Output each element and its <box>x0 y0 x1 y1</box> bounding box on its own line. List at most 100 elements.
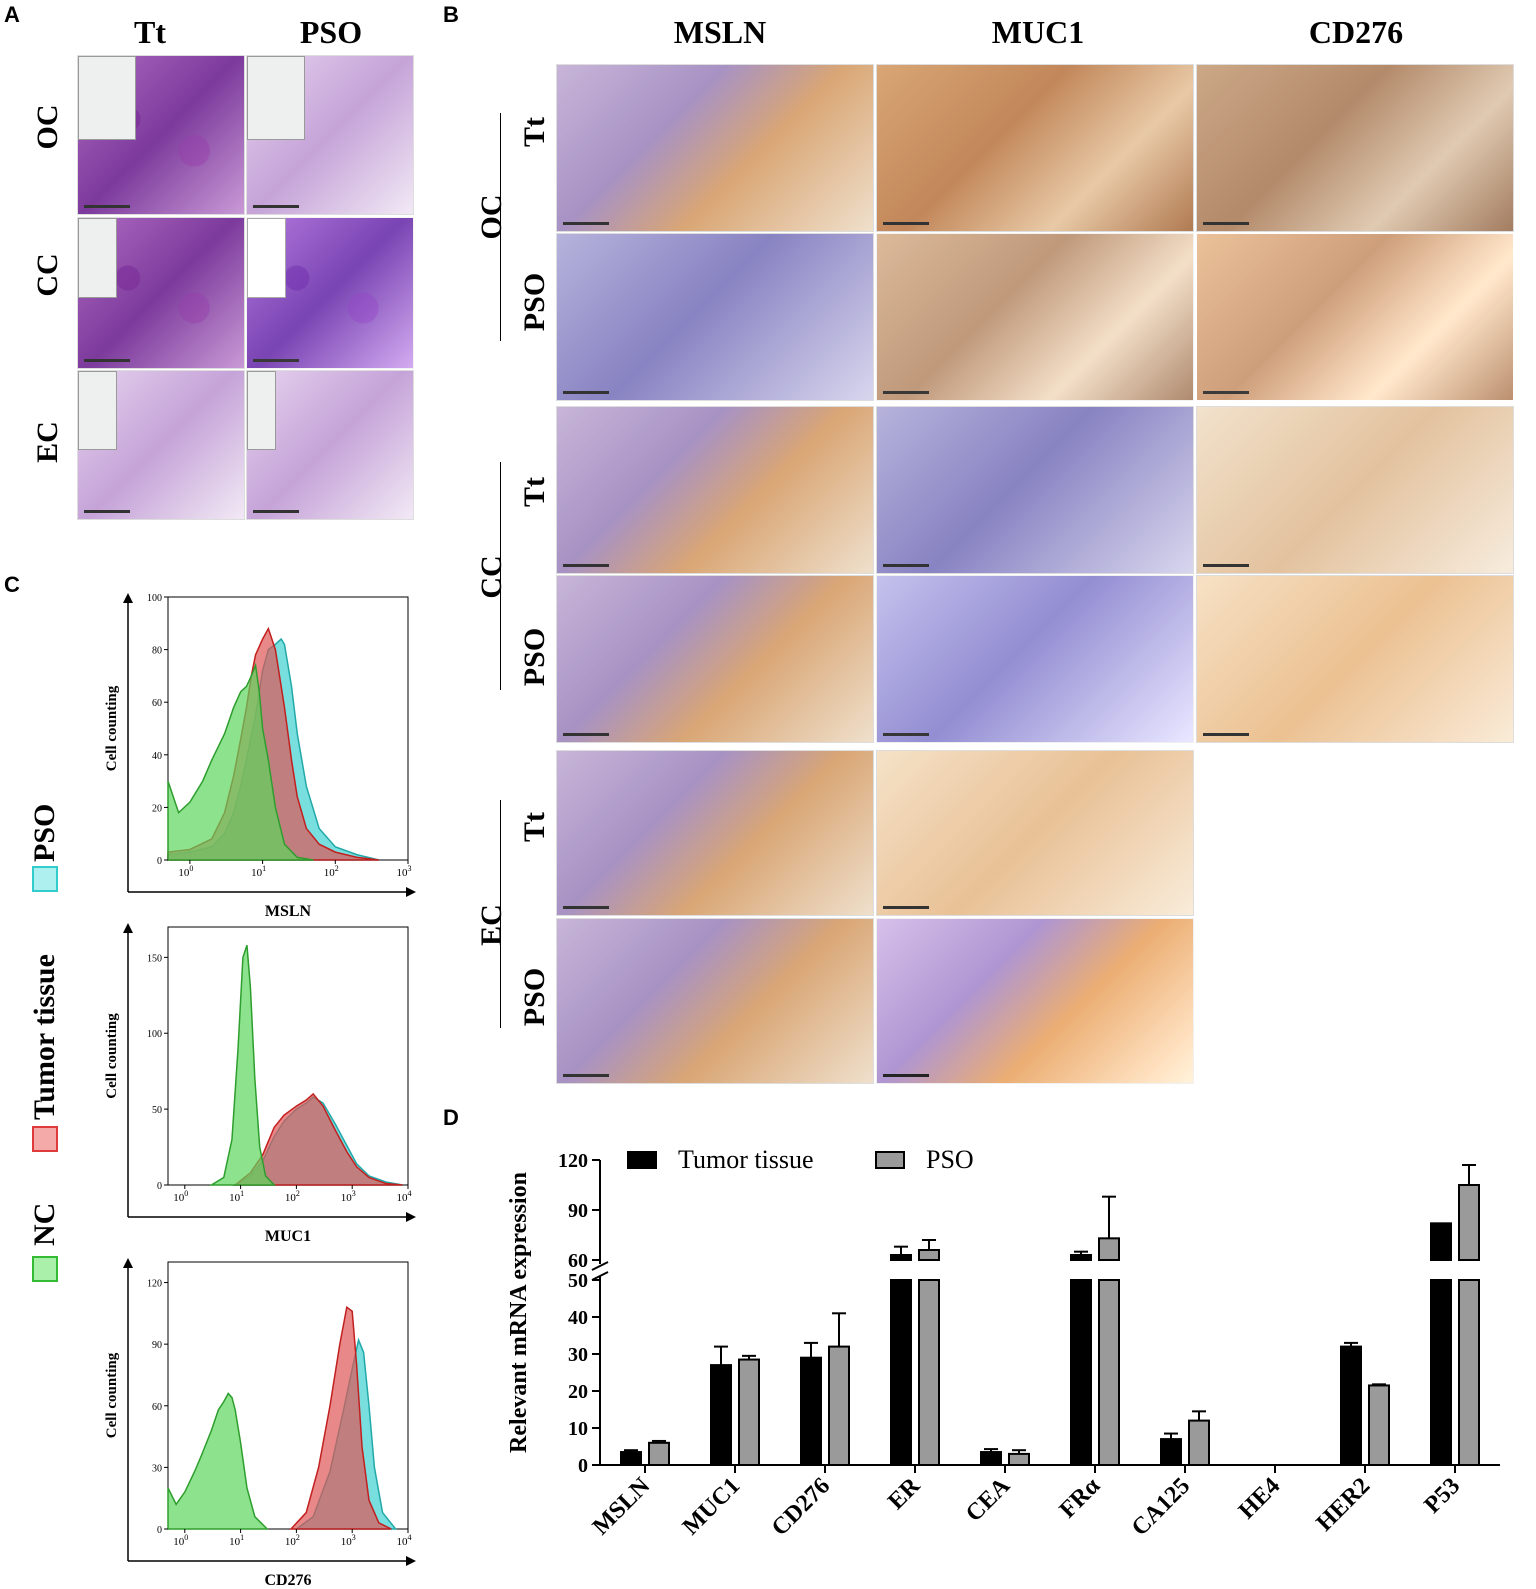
ihc-cc-pso-cd276 <box>1196 575 1514 743</box>
ihc-oc-pso-msln <box>556 233 874 401</box>
y-tick-label: 100 <box>147 1029 162 1040</box>
legend-label-nc: NC <box>28 1202 61 1246</box>
y-axis-label: Relevant mRNA expression <box>506 1172 532 1453</box>
y-tick-label: 20 <box>152 803 162 814</box>
y-tick-label: 60 <box>152 698 162 709</box>
bracket-ec <box>500 800 501 1028</box>
bracket-cc <box>500 462 501 690</box>
x-tick-label: 104 <box>397 1533 412 1548</box>
panel-b-letter: B <box>443 2 459 27</box>
legend-swatch-tumor-tissue <box>627 1151 657 1169</box>
bar-pso <box>1458 1279 1480 1466</box>
histogram-nc <box>167 662 314 861</box>
bar-pso <box>828 1345 850 1467</box>
ihc-oc-tt-msln <box>556 64 874 232</box>
x-tick-label: P53 <box>1420 1473 1466 1519</box>
panel-a-col-tt: Tt <box>134 14 166 50</box>
y-tick-label: 60 <box>152 1402 162 1413</box>
y-arrow-head <box>123 1258 133 1268</box>
x-tick-label: 100 <box>173 1189 188 1204</box>
x-tick-label: ER <box>883 1472 925 1514</box>
panel-b-group-oc: OC <box>475 194 508 240</box>
panel-b-ec-tt: Tt <box>518 812 551 842</box>
histogram-nc <box>167 1392 270 1530</box>
x-tick-label: 100 <box>178 864 193 879</box>
y-tick-label: 40 <box>568 1307 588 1329</box>
bar-tumor-tissue <box>890 1279 912 1466</box>
y-tick-label: 0 <box>157 1181 162 1192</box>
panel-a-row-oc: OC <box>31 104 64 150</box>
y-arrow-head <box>123 923 133 933</box>
ihc-ec-tt-msln <box>556 750 874 916</box>
ihc-oc-tt-muc1 <box>876 64 1194 232</box>
bar-upper-pso <box>1458 1184 1480 1261</box>
x-tick-label: 101 <box>251 864 266 879</box>
he-image-oc-tt <box>77 55 245 215</box>
bar-upper-tumor-tissue <box>890 1254 912 1261</box>
histogram-nc <box>208 944 276 1186</box>
legend-swatch-nc <box>32 1256 58 1282</box>
x-axis-label: CD276 <box>264 1572 311 1589</box>
he-image-ec-pso <box>246 370 414 520</box>
bar-tumor-tissue <box>1160 1438 1182 1467</box>
y-tick-label: 90 <box>152 1340 162 1351</box>
bar-tumor-tissue <box>710 1364 732 1467</box>
x-tick-label: 103 <box>341 1189 356 1204</box>
x-tick-label: 104 <box>397 1189 412 1204</box>
bar-pso <box>1008 1452 1030 1466</box>
panel-b-group-cc: CC <box>475 555 508 599</box>
x-tick-label: CEA <box>961 1472 1016 1527</box>
panel-b-col-muc1: MUC1 <box>991 14 1085 50</box>
y-tick-label: 30 <box>568 1344 588 1366</box>
panel-a-letter: A <box>4 2 20 27</box>
y-tick-label: 90 <box>568 1200 588 1222</box>
ihc-oc-pso-muc1 <box>876 233 1194 401</box>
bar-tumor-tissue <box>1070 1279 1092 1466</box>
bar-tumor-tissue <box>980 1451 1002 1466</box>
bar-pso <box>648 1441 670 1466</box>
y-tick-label: 80 <box>152 646 162 657</box>
ihc-ec-tt-muc1 <box>876 750 1194 916</box>
bar-tumor-tissue <box>1340 1345 1362 1467</box>
bar-pso <box>1188 1419 1210 1467</box>
x-arrow-head <box>406 1212 416 1222</box>
y-tick-label: 0 <box>157 856 162 867</box>
plot-frame <box>167 1261 409 1530</box>
x-tick-label: CD276 <box>767 1473 835 1541</box>
y-tick-label: 30 <box>152 1463 162 1474</box>
flow-histogram-cd276: 0 30 60 90 120 100 101 102 103 104 Cell counting CD… <box>104 1258 416 1589</box>
ihc-cc-tt-msln <box>556 406 874 574</box>
bracket-oc <box>500 113 501 341</box>
legend-swatch-pso <box>875 1151 905 1169</box>
legend-swatch-tumor <box>32 1126 58 1152</box>
bar-pso <box>1098 1279 1120 1466</box>
x-tick-label: HE4 <box>1234 1473 1285 1524</box>
x-tick-label: 102 <box>324 864 339 879</box>
ihc-oc-tt-cd276 <box>1196 64 1514 232</box>
legend-swatch-pso <box>32 866 58 892</box>
y-tick-label: 60 <box>568 1250 588 1272</box>
y-tick-label: 0 <box>157 1525 162 1536</box>
he-image-cc-pso <box>246 217 414 369</box>
x-axis-label: MUC1 <box>265 1228 311 1245</box>
x-arrow-head <box>406 887 416 897</box>
he-image-oc-pso <box>246 55 414 215</box>
bar-tumor-tissue <box>1430 1279 1452 1466</box>
legend-label-tumor: Tumor tissue <box>28 954 61 1120</box>
y-axis-label: Cell counting <box>104 685 120 771</box>
axis-break-mark <box>591 1271 609 1281</box>
y-tick-label: 150 <box>147 953 162 964</box>
panel-a-col-pso: PSO <box>299 14 363 50</box>
y-tick-label: 50 <box>568 1270 588 1292</box>
x-tick-label: 103 <box>397 864 412 879</box>
x-axis-label: MSLN <box>265 903 312 920</box>
panel-d-letter: D <box>443 1105 459 1130</box>
x-tick-label: MSLN <box>588 1472 656 1540</box>
panel-b-group-ec: EC <box>475 904 508 946</box>
x-tick-label: 101 <box>229 1533 244 1548</box>
panel-b-col-msln: MSLN <box>673 14 767 50</box>
legend-label-pso: PSO <box>926 1145 974 1174</box>
bar-pso <box>738 1358 760 1466</box>
he-image-cc-tt <box>77 217 245 369</box>
y-axis-label: Cell counting <box>104 1352 120 1438</box>
